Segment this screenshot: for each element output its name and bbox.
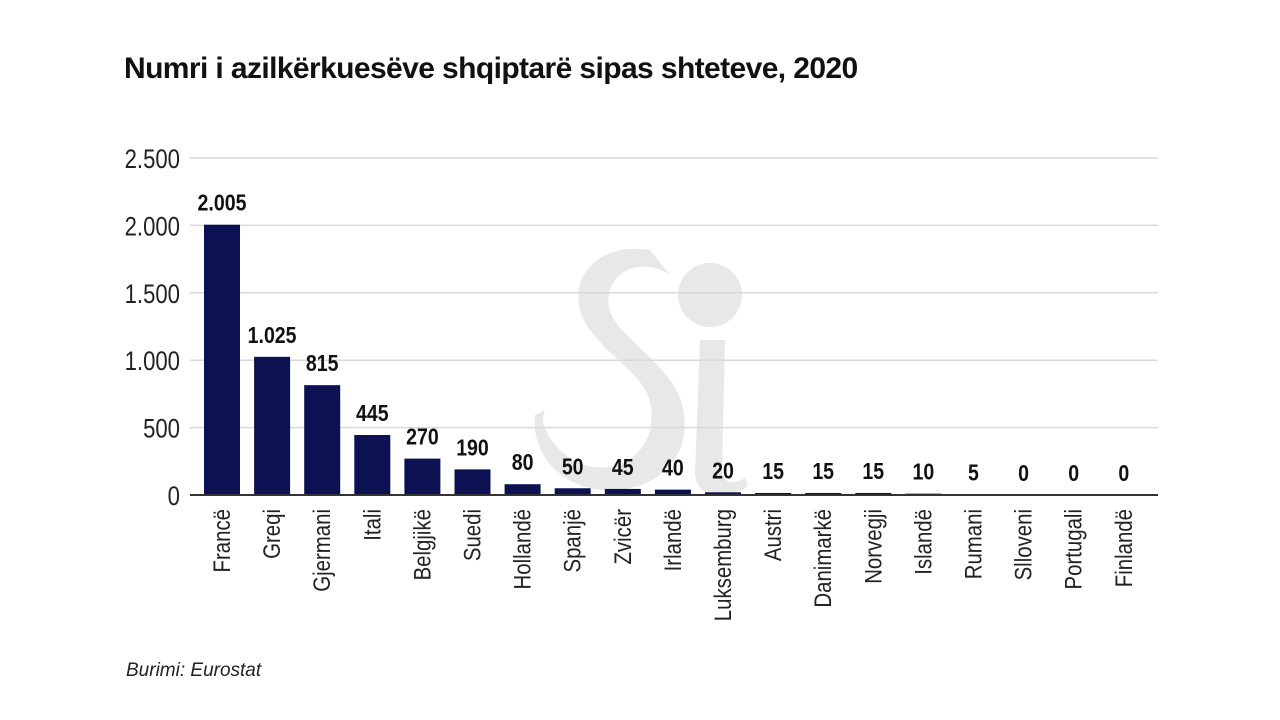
bar-2 [304, 385, 341, 495]
x-axis-tick-labels: Francë Greqi Gjermani Itali Belgjikë Suedi Hol… [208, 508, 1137, 621]
x-tick-label-5: Suedi [459, 509, 486, 561]
value-label-10: 20 [712, 458, 734, 484]
bar-7 [554, 488, 591, 495]
bar-12 [805, 492, 842, 495]
y-tick-label: 1.000 [125, 347, 180, 377]
y-tick-label: 500 [143, 415, 180, 445]
value-label-13: 15 [862, 459, 884, 485]
x-tick-label-10: Luksemburg [709, 509, 736, 621]
bar-11 [755, 492, 792, 495]
x-tick-label-6: Hollandë [509, 509, 536, 590]
value-label-12: 15 [812, 459, 834, 485]
value-label-8: 45 [612, 454, 634, 480]
bar-0 [204, 224, 240, 495]
x-tick-label-17: Portugali [1060, 509, 1087, 590]
x-tick-label-9: Irlandë [659, 509, 686, 571]
value-label-4: 270 [406, 424, 439, 450]
value-label-0: 2.005 [198, 190, 247, 216]
x-tick-label-14: Islandë [910, 509, 937, 575]
x-tick-label-1: Greqi [259, 509, 286, 559]
value-label-3: 445 [356, 401, 389, 427]
source-note: Burimi: Eurostat [126, 660, 262, 681]
bar-6 [504, 484, 541, 495]
x-tick-label-13: Norvegji [860, 509, 887, 584]
x-tick-label-3: Itali [359, 509, 386, 541]
y-tick-label: 0 [168, 482, 180, 512]
y-axis-tick-labels: 0 500 1.000 1.500 2.000 2.500 [125, 145, 180, 512]
value-label-2: 815 [306, 351, 339, 377]
bar-3 [354, 435, 391, 495]
x-tick-label-0: Francë [208, 509, 235, 572]
y-tick-label: 2.500 [125, 145, 180, 175]
bar-8 [604, 488, 641, 495]
value-label-9: 40 [662, 455, 684, 481]
x-tick-label-4: Belgjikë [409, 509, 436, 580]
bar-10 [705, 492, 741, 495]
bar-13 [855, 492, 892, 495]
bar-4 [404, 458, 441, 495]
bars [204, 224, 992, 495]
value-label-14: 10 [913, 459, 935, 485]
value-label-16: 0 [1018, 461, 1029, 487]
value-label-18: 0 [1118, 461, 1129, 487]
grid-lines [190, 157, 1158, 429]
value-label-17: 0 [1068, 461, 1079, 487]
x-tick-label-8: Zvicër [609, 508, 636, 564]
bar-9 [654, 489, 691, 495]
value-label-7: 50 [562, 454, 584, 480]
value-label-5: 190 [456, 435, 489, 461]
y-tick-label: 2.000 [125, 212, 180, 242]
x-tick-label-15: Rumani [960, 509, 987, 579]
x-tick-label-7: Spanjë [559, 509, 586, 573]
x-tick-label-18: Finlandë [1110, 509, 1137, 587]
value-label-6: 80 [512, 450, 534, 476]
value-label-15: 5 [968, 460, 979, 486]
bar-5 [454, 469, 491, 495]
bar-1 [254, 356, 291, 495]
x-tick-label-11: Austri [760, 509, 787, 561]
x-tick-label-2: Gjermani [309, 509, 336, 592]
value-label-1: 1.025 [248, 322, 297, 348]
chart-title: Numri i azilkërkuesëve shqiptarë sipas s… [124, 52, 858, 85]
value-label-11: 15 [762, 459, 784, 485]
x-tick-label-12: Danimarkë [810, 509, 837, 608]
x-tick-label-16: Slloveni [1010, 509, 1037, 580]
y-tick-label: 1.500 [125, 280, 180, 310]
